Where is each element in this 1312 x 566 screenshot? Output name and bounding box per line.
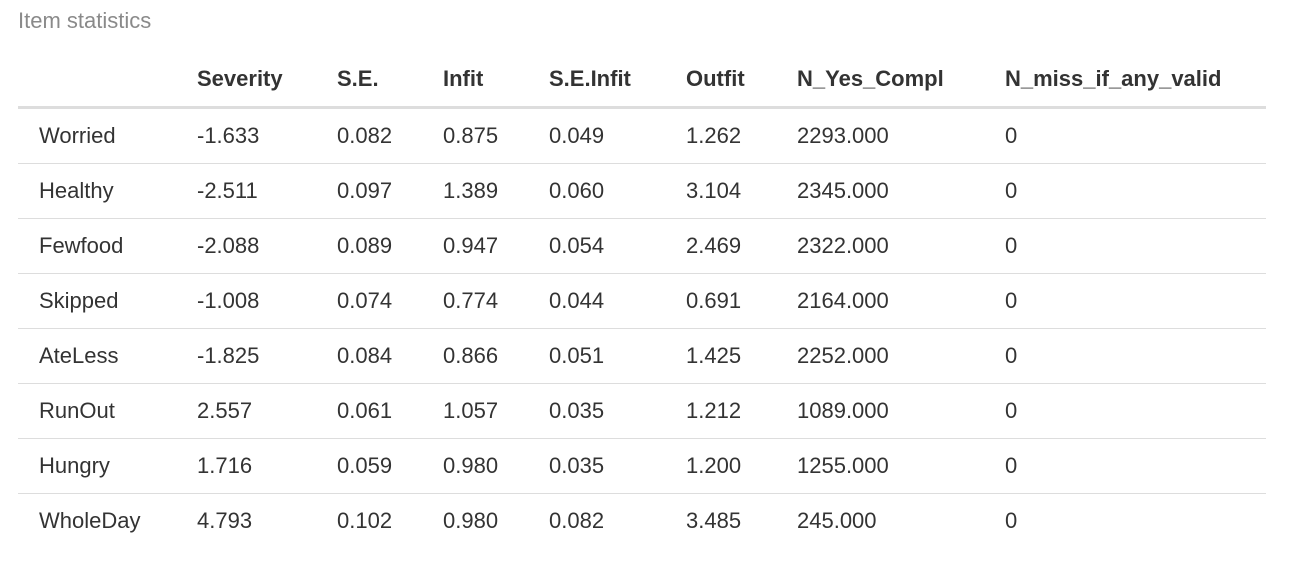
- header-cell-item: [18, 52, 176, 109]
- severity-cell: 2.557: [176, 383, 316, 439]
- n-miss-cell: 0: [984, 218, 1266, 274]
- header-cell-se: S.E.: [316, 52, 422, 109]
- table-row: AteLess -1.825 0.084 0.866 0.051 1.425 2252.00…: [18, 328, 1266, 384]
- severity-cell: 1.716: [176, 438, 316, 494]
- item-name-cell: RunOut: [18, 383, 176, 439]
- severity-cell: -1.633: [176, 107, 316, 164]
- severity-cell: -1.008: [176, 273, 316, 329]
- se-cell: 0.097: [316, 163, 422, 219]
- header-cell-se-infit: S.E.Infit: [528, 52, 665, 109]
- n-miss-cell: 0: [1005, 508, 1018, 533]
- table-row: Hungry 1.716 0.059 0.980 0.035 1.200 1255.000 0: [18, 438, 1266, 494]
- table-row: Skipped -1.008 0.074 0.774 0.044 0.691 2164.00…: [18, 273, 1266, 329]
- table-caption: Item statistics: [18, 8, 152, 33]
- se-infit-cell: 0.054: [528, 218, 665, 274]
- item-name-cell: Worried: [18, 107, 176, 164]
- infit-cell: 0.774: [422, 273, 528, 329]
- n-miss-cell: 0: [984, 328, 1266, 384]
- se-infit-cell: 0.051: [528, 328, 665, 384]
- n-miss-cell: 0: [984, 107, 1266, 164]
- n-yes-compl-cell: 2164.000: [776, 273, 984, 329]
- outfit-cell: 1.425: [665, 328, 776, 384]
- table-header: Severity S.E. Infit S.E.Infit Outfit N_Y…: [18, 52, 1266, 109]
- se-cell: 0.074: [316, 273, 422, 329]
- infit-cell: 1.389: [422, 163, 528, 219]
- se-infit-cell: 0.035: [528, 438, 665, 494]
- n-yes-compl-cell: 245.000: [797, 508, 877, 533]
- item-name-cell: AteLess: [18, 328, 176, 384]
- severity-cell: -2.511: [176, 163, 316, 219]
- table-body: Worried -1.633 0.082 0.875 0.049 1.262 2293.00…: [18, 107, 1266, 549]
- n-yes-compl-cell: 2252.000: [776, 328, 984, 384]
- infit-cell: 0.866: [422, 328, 528, 384]
- outfit-cell: 3.104: [665, 163, 776, 219]
- outfit-cell: 0.691: [665, 273, 776, 329]
- table-row: Healthy -2.511 0.097 1.389 0.060 3.104 2345.00…: [18, 163, 1266, 219]
- header-cell-n-yes-compl: N_Yes_Compl: [776, 52, 984, 109]
- header-cell-severity: Severity: [176, 52, 316, 109]
- outfit-cell: 2.469: [665, 218, 776, 274]
- item-statistics-table: Severity S.E. Infit S.E.Infit Outfit N_Y…: [18, 52, 1266, 548]
- se-infit-cell: 0.049: [528, 107, 665, 164]
- outfit-cell: 1.262: [665, 107, 776, 164]
- infit-cell: 1.057: [422, 383, 528, 439]
- n-miss-cell: 0: [984, 273, 1266, 329]
- se-cell: 0.102: [337, 508, 393, 533]
- item-name-cell: Fewfood: [18, 218, 176, 274]
- header-cell-infit: Infit: [422, 52, 528, 109]
- table-row: WholeDay 4.793 0.102 0.980 0.082 3.485 245.000…: [18, 494, 1266, 549]
- header-cell-outfit: Outfit: [665, 52, 776, 109]
- table-row: RunOut 2.557 0.061 1.057 0.035 1.212 1089.000 0: [18, 383, 1266, 439]
- n-yes-compl-cell: 1255.000: [776, 438, 984, 494]
- se-cell: 0.082: [316, 107, 422, 164]
- n-yes-compl-cell: 2293.000: [776, 107, 984, 164]
- se-cell: 0.059: [316, 438, 422, 494]
- se-cell: 0.089: [316, 218, 422, 274]
- severity-cell: -2.088: [176, 218, 316, 274]
- item-name-cell: Healthy: [18, 163, 176, 219]
- n-miss-cell: 0: [984, 438, 1266, 494]
- header-row: Severity S.E. Infit S.E.Infit Outfit N_Y…: [18, 52, 1266, 109]
- infit-cell: 0.875: [422, 107, 528, 164]
- n-yes-compl-cell: 1089.000: [776, 383, 984, 439]
- se-cell: 0.061: [316, 383, 422, 439]
- se-infit-cell: 0.060: [528, 163, 665, 219]
- n-yes-compl-cell: 2322.000: [776, 218, 984, 274]
- severity-cell: 4.793: [197, 508, 253, 533]
- se-infit-cell: 0.035: [528, 383, 665, 439]
- outfit-cell: 1.212: [665, 383, 776, 439]
- infit-cell: 0.980: [422, 438, 528, 494]
- n-miss-cell: 0: [984, 383, 1266, 439]
- header-cell-n-miss: N_miss_if_any_valid: [984, 52, 1266, 109]
- se-infit-cell: 0.082: [549, 508, 605, 533]
- item-name-cell: WholeDay: [39, 508, 141, 533]
- item-name-cell: Skipped: [18, 273, 176, 329]
- infit-cell: 0.980: [443, 508, 499, 533]
- table-row: Worried -1.633 0.082 0.875 0.049 1.262 2293.00…: [18, 107, 1266, 164]
- n-yes-compl-cell: 2345.000: [776, 163, 984, 219]
- se-infit-cell: 0.044: [528, 273, 665, 329]
- outfit-cell: 1.200: [665, 438, 776, 494]
- infit-cell: 0.947: [422, 218, 528, 274]
- outfit-cell: 3.485: [686, 508, 742, 533]
- severity-cell: -1.825: [176, 328, 316, 384]
- n-miss-cell: 0: [984, 163, 1266, 219]
- table-row: Fewfood -2.088 0.089 0.947 0.054 2.469 2322.00…: [18, 218, 1266, 274]
- se-cell: 0.084: [316, 328, 422, 384]
- item-name-cell: Hungry: [18, 438, 176, 494]
